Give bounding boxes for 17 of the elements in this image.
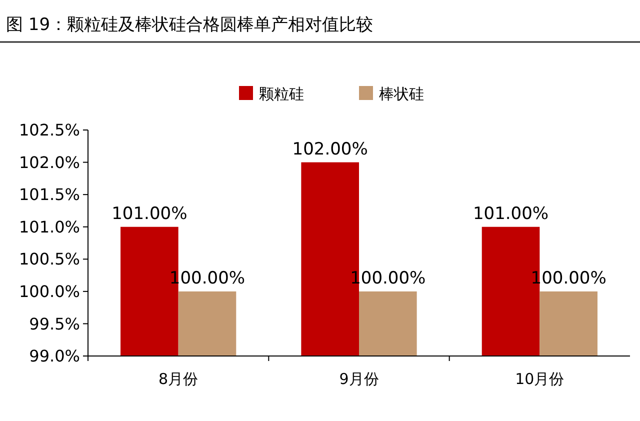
legend-label: 颗粒硅	[259, 85, 304, 103]
x-tick-label: 8月份	[158, 370, 198, 388]
y-tick-label: 102.0%	[18, 152, 80, 172]
chart-title: 图 19：颗粒硅及棒状硅合格圆棒单产相对值比较	[6, 15, 374, 35]
data-label: 102.00%	[292, 139, 368, 160]
y-tick-label: 100.0%	[18, 282, 80, 302]
y-tick-label: 99.5%	[29, 314, 80, 334]
data-label: 101.00%	[472, 204, 549, 224]
y-tick-label: 102.5%	[18, 120, 80, 140]
y-tick-label: 100.5%	[18, 250, 80, 269]
x-tick-label: 9月份	[339, 370, 379, 388]
y-tick-label: 101.5%	[18, 185, 80, 204]
y-tick-label: 99.0%	[29, 346, 80, 366]
data-label: 101.00%	[112, 204, 188, 224]
y-tick-label: 101.0%	[18, 217, 80, 236]
legend-label: 棒状硅	[379, 85, 424, 103]
x-tick-label: 10月份	[515, 370, 564, 388]
